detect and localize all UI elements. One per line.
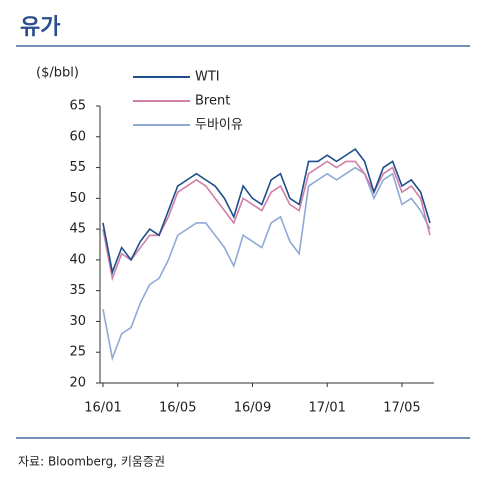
y-tick-label: 30 bbox=[69, 314, 86, 329]
y-tick-label: 60 bbox=[69, 129, 86, 144]
series-line bbox=[102, 148, 431, 276]
y-axis-label: ($/bbl) bbox=[36, 66, 79, 81]
y-tick-label: 25 bbox=[69, 345, 86, 360]
y-tick-label: 50 bbox=[69, 191, 86, 206]
x-tick-label: 16/01 bbox=[84, 401, 121, 416]
y-tick-label: 40 bbox=[69, 252, 86, 267]
x-tick-label: 16/09 bbox=[234, 401, 271, 416]
legend-label: 두바이유 bbox=[195, 118, 243, 133]
y-tick-label: 20 bbox=[69, 376, 86, 391]
chart-title: 유가 bbox=[20, 15, 60, 40]
y-tick-label: 65 bbox=[69, 99, 86, 114]
x-tick-label: 17/05 bbox=[383, 401, 420, 416]
y-tick-label: 55 bbox=[69, 160, 86, 175]
x-tick-label: 16/05 bbox=[159, 401, 196, 416]
y-tick-label: 45 bbox=[69, 222, 86, 237]
series-line bbox=[102, 160, 431, 282]
y-tick-label: 35 bbox=[69, 283, 86, 298]
source: 자료: Bloomberg, 키움증권 bbox=[18, 455, 165, 469]
legend-label: Brent bbox=[195, 94, 230, 109]
x-tick-label: 17/01 bbox=[308, 401, 345, 416]
series-line bbox=[102, 166, 431, 362]
legend-label: WTI bbox=[195, 70, 220, 85]
